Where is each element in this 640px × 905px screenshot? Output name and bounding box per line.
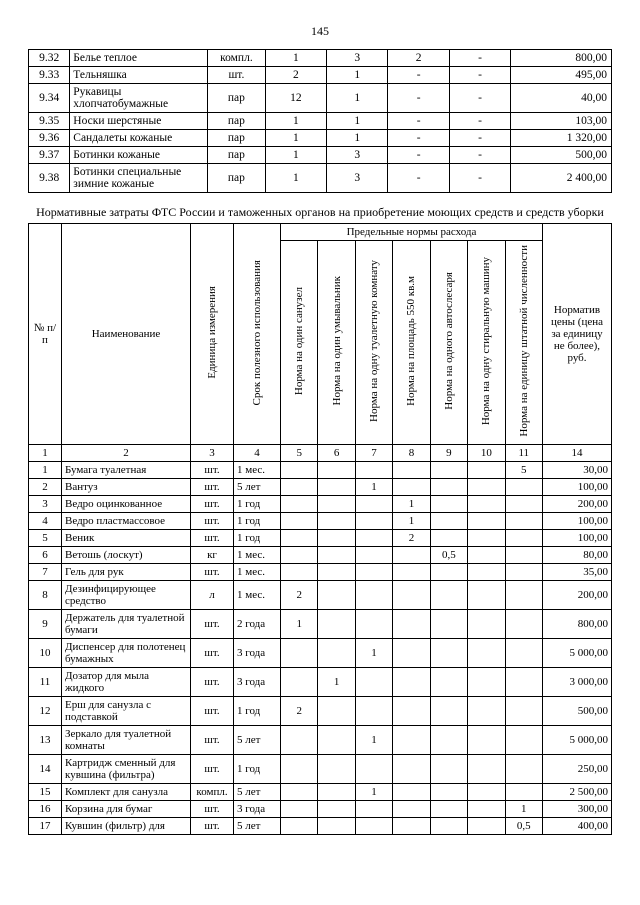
table-row: 8Дезинфицирующее средствол1 мес.2200,00 — [29, 580, 612, 609]
table-row: 6Ветошь (лоскут)кг1 мес.0,580,00 — [29, 546, 612, 563]
table-row: 9.33Тельняшкашт.21--495,00 — [29, 67, 612, 84]
col-n8: Норма на площадь 550 кв.м — [393, 241, 430, 445]
table-row: 5Веникшт.1 год2100,00 — [29, 529, 612, 546]
table-row: 9.37Ботинки кожаныепар13--500,00 — [29, 147, 612, 164]
table-row: 17Кувшин (фильтр) дляшт.5 лет0,5400,00 — [29, 817, 612, 834]
table-row: 4Ведро пластмассовоешт.1 год1100,00 — [29, 512, 612, 529]
col-unit: Единица измерения — [191, 224, 234, 445]
table-row: 9.36Сандалеты кожаныепар11--1 320,00 — [29, 130, 612, 147]
table-row: 2Вантузшт.5 лет1100,00 — [29, 478, 612, 495]
table-row: 7Гель для рукшт.1 мес.35,00 — [29, 563, 612, 580]
col-n6: Норма на один умывальник — [318, 241, 355, 445]
table-row: 12Ерш для санузла с подставкойшт.1 год25… — [29, 696, 612, 725]
table-row: 9.34Рукавицы хлопчатобумажныепар121--40,… — [29, 84, 612, 113]
col-n9: Норма на одного автослесаря — [430, 241, 467, 445]
uniform-items-table: 9.32Белье теплоекомпл.132-800,009.33Тель… — [28, 49, 612, 193]
col-n5: Норма на один санузел — [281, 241, 318, 445]
table-row: 15Комплект для санузлакомпл.5 лет12 500,… — [29, 783, 612, 800]
col-term: Срок полезного использования — [234, 224, 281, 445]
col-price: Норматив цены (цена за единицу не более)… — [543, 224, 612, 445]
table-row: 9.32Белье теплоекомпл.132-800,00 — [29, 50, 612, 67]
table-row: 11Дозатор для мыла жидкогошт.3 года13 00… — [29, 667, 612, 696]
table-row: 13Зеркало для туалетной комнатышт.5 лет1… — [29, 725, 612, 754]
col-n10: Норма на одну стиральную машину — [468, 241, 505, 445]
cleaning-supplies-table: № п/п Наименование Единица измерения Сро… — [28, 223, 612, 835]
col-n11: Норма на единицу штатной численности — [505, 241, 542, 445]
table2-caption: Нормативные затраты ФТС России и таможен… — [28, 205, 612, 220]
col-name: Наименование — [62, 224, 191, 445]
page-number: 145 — [28, 24, 612, 39]
col-n7: Норма на одну туалетную комнату — [355, 241, 392, 445]
table-row: 14Картридж сменный для кувшина (фильтра)… — [29, 754, 612, 783]
table-row: 9.35Носки шерстяныепар11--103,00 — [29, 113, 612, 130]
table-row: 9.38Ботинки специальные зимние кожаныепа… — [29, 164, 612, 193]
table-row: 3Ведро оцинкованноешт.1 год1200,00 — [29, 495, 612, 512]
table-row: 1Бумага туалетнаяшт.1 мес.530,00 — [29, 461, 612, 478]
col-group-limits: Предельные нормы расхода — [281, 224, 543, 241]
table-row: 9Держатель для туалетной бумагишт.2 года… — [29, 609, 612, 638]
table-row: 10Диспенсер для полотенец бумажныхшт.3 г… — [29, 638, 612, 667]
table-row: 16Корзина для бумагшт.3 года1300,00 — [29, 800, 612, 817]
col-num: № п/п — [29, 224, 62, 445]
